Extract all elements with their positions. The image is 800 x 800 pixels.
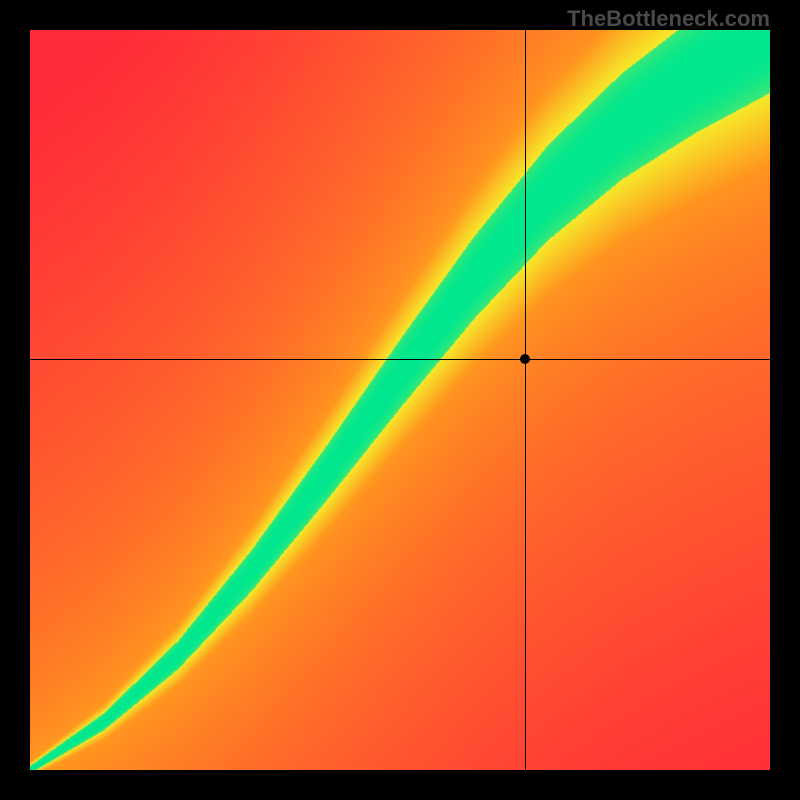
crosshair-horizontal <box>30 359 770 360</box>
heatmap-plot <box>30 30 770 770</box>
chart-frame: TheBottleneck.com <box>0 0 800 800</box>
crosshair-vertical <box>525 30 526 770</box>
crosshair-marker <box>520 354 530 364</box>
heatmap-canvas <box>30 30 770 770</box>
watermark-text: TheBottleneck.com <box>567 6 770 32</box>
